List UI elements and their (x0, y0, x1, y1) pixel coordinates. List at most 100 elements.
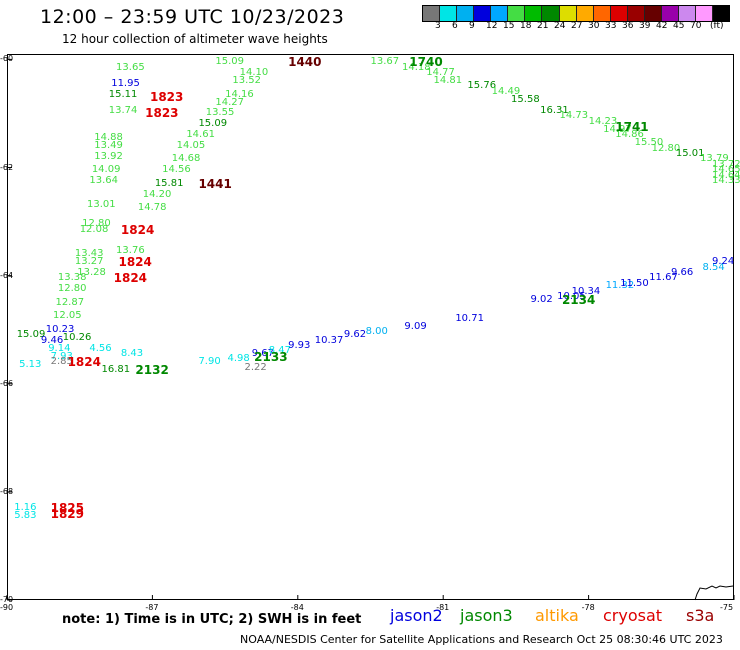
wave-height-label: 13.28 (77, 266, 106, 278)
wave-height-label: 14.88 (94, 131, 123, 143)
color-scale-label: 15 (503, 21, 515, 31)
credit-line: NOAA/NESDIS Center for Satellite Applica… (240, 633, 723, 646)
pass-time-label: 1740 (409, 55, 443, 70)
wave-height-label: 9.24 (712, 256, 735, 268)
color-swatch (696, 6, 714, 21)
color-swatch (713, 6, 730, 21)
pass-time-label: 1823 (145, 106, 179, 121)
pass-time-label: 1824 (118, 255, 152, 270)
wave-height-label: 15.76 (467, 80, 497, 92)
wave-height-label: 7.90 (198, 356, 221, 368)
lon-tick-label: -75 (720, 603, 734, 612)
wave-height-label: 13.01 (86, 199, 116, 211)
wave-height-label: 9.02 (530, 293, 553, 305)
pass-time-label: 1824 (120, 222, 155, 237)
wave-height-label: 14.20 (142, 188, 172, 200)
wave-height-label: 12.80 (82, 218, 111, 230)
wave-height-label: 5.13 (19, 358, 42, 370)
wave-height-label: 11.32 (605, 280, 635, 292)
wave-height-label: 14.09 (91, 164, 121, 176)
wave-height-label: 15.11 (108, 88, 138, 100)
color-scale-label: 6 (452, 21, 458, 31)
pass-time-label: 2133 (254, 349, 288, 364)
lon-tick-label: -78 (581, 603, 595, 612)
wave-height-label: 10.23 (45, 323, 75, 335)
color-swatch (542, 6, 560, 21)
wave-height-label: 13.43 (74, 248, 104, 260)
wave-height-label: 14.49 (491, 85, 521, 97)
wave-height-label: 13.55 (205, 107, 235, 119)
wave-height-label: 9.67 (251, 348, 275, 360)
wave-height-label: 12.87 (55, 296, 85, 308)
wave-height-label: 13.52 (232, 75, 261, 87)
wave-height-label: 11.67 (649, 272, 678, 284)
lat-tick-label: -68 (0, 486, 14, 496)
color-swatch (457, 6, 475, 21)
color-scale-labels: 3 6 9 12 15 18 21 24 27 30 33 36 39 42 45 70 (ft) (422, 21, 740, 33)
legend-jason3: jason3 (460, 606, 513, 625)
wave-height-label: 12.80 (651, 142, 681, 154)
coastline (694, 585, 734, 601)
color-swatch (644, 6, 662, 21)
color-swatch (627, 6, 645, 21)
wave-height-label: 13.92 (94, 150, 123, 162)
map-title: 12:00 – 23:59 UTC 10/23/2023 (40, 6, 345, 28)
lon-tick-label: -90 (0, 603, 14, 612)
color-scale-label: 30 (588, 21, 600, 31)
color-scale-label: 3 (435, 21, 441, 31)
color-swatch (525, 6, 543, 21)
color-swatch (491, 6, 509, 21)
wave-height-label: 13.64 (89, 175, 119, 187)
wave-height-label: 15.09 (198, 118, 228, 130)
wave-height-label: 10.71 (455, 312, 484, 324)
pass-time-label: 1825 (50, 501, 85, 516)
wave-height-label: 13.38 (57, 272, 87, 284)
wave-height-label: 13.76 (116, 245, 145, 257)
wave-height-label: 9.66 (670, 266, 694, 278)
color-swatch (661, 6, 679, 21)
wave-height-label: 13.74 (108, 104, 138, 116)
wave-height-label: 13.67 (370, 56, 400, 68)
wave-height-label: 12.08 (79, 223, 109, 235)
footnote: note: 1) Time is in UTC; 2) SWH is in fe… (62, 612, 362, 627)
wave-height-label: 1.16 (14, 502, 37, 514)
map-subtitle: 12 hour collection of altimeter wave hei… (62, 32, 328, 46)
color-scale-label: 70 (690, 21, 702, 31)
color-scale-label: 27 (571, 21, 583, 31)
lon-tick-label: -81 (436, 603, 450, 612)
pass-time-label: 1824 (113, 271, 148, 286)
color-scale-label: 39 (639, 21, 651, 31)
wave-height-label: 8.43 (120, 348, 144, 360)
wave-height-label: 13.72 (712, 158, 740, 170)
wave-height-label: 10.34 (571, 285, 601, 297)
pass-time-label: 1440 (288, 55, 322, 70)
wave-height-label: 8.00 (365, 326, 388, 338)
lat-tick-label: -62 (0, 162, 14, 172)
pass-time-label: 1823 (149, 90, 184, 105)
color-swatch (440, 6, 458, 21)
color-swatch (610, 6, 628, 21)
wave-height-label: 14.27 (215, 96, 245, 108)
color-scale-label: 12 (486, 21, 498, 31)
wave-height-label: 14.05 (176, 139, 206, 151)
color-swatch (576, 6, 594, 21)
wave-height-label: 8.47 (268, 345, 291, 357)
pass-time-label: 2132 (135, 363, 169, 378)
wave-height-label: 14.16 (225, 88, 254, 100)
wave-height-label: 10.37 (314, 334, 344, 346)
wave-height-label: 14.86 (615, 129, 644, 141)
wave-height-label: 15.09 (215, 56, 245, 68)
wave-height-label: 11.95 (111, 77, 140, 89)
pass-time-label: 1824 (67, 355, 101, 370)
legend-jason2: jason2 (390, 606, 443, 625)
lon-tick-label: -87 (145, 603, 159, 612)
wave-height-label: 14.61 (186, 129, 215, 141)
map-frame (7, 54, 734, 600)
wave-height-label: 13.49 (94, 139, 123, 151)
wave-height-label: 15.01 (675, 148, 705, 159)
wave-height-label: 5.83 (14, 510, 37, 522)
color-scale-label: 45 (673, 21, 685, 31)
wave-height-label: 14.68 (171, 153, 201, 165)
wave-height-label: 14.81 (433, 75, 463, 87)
wave-height-label: 8.54 (702, 261, 725, 273)
